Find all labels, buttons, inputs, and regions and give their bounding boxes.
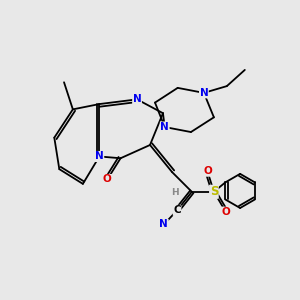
Text: N: N [160, 220, 168, 230]
Text: C: C [173, 206, 181, 215]
Text: N: N [200, 88, 208, 98]
Text: N: N [160, 122, 169, 132]
Text: N: N [133, 94, 141, 104]
Text: N: N [95, 152, 104, 161]
Text: H: H [171, 188, 179, 197]
Text: O: O [203, 166, 212, 176]
Text: O: O [222, 207, 230, 217]
Text: S: S [210, 185, 218, 198]
Text: O: O [103, 174, 112, 184]
